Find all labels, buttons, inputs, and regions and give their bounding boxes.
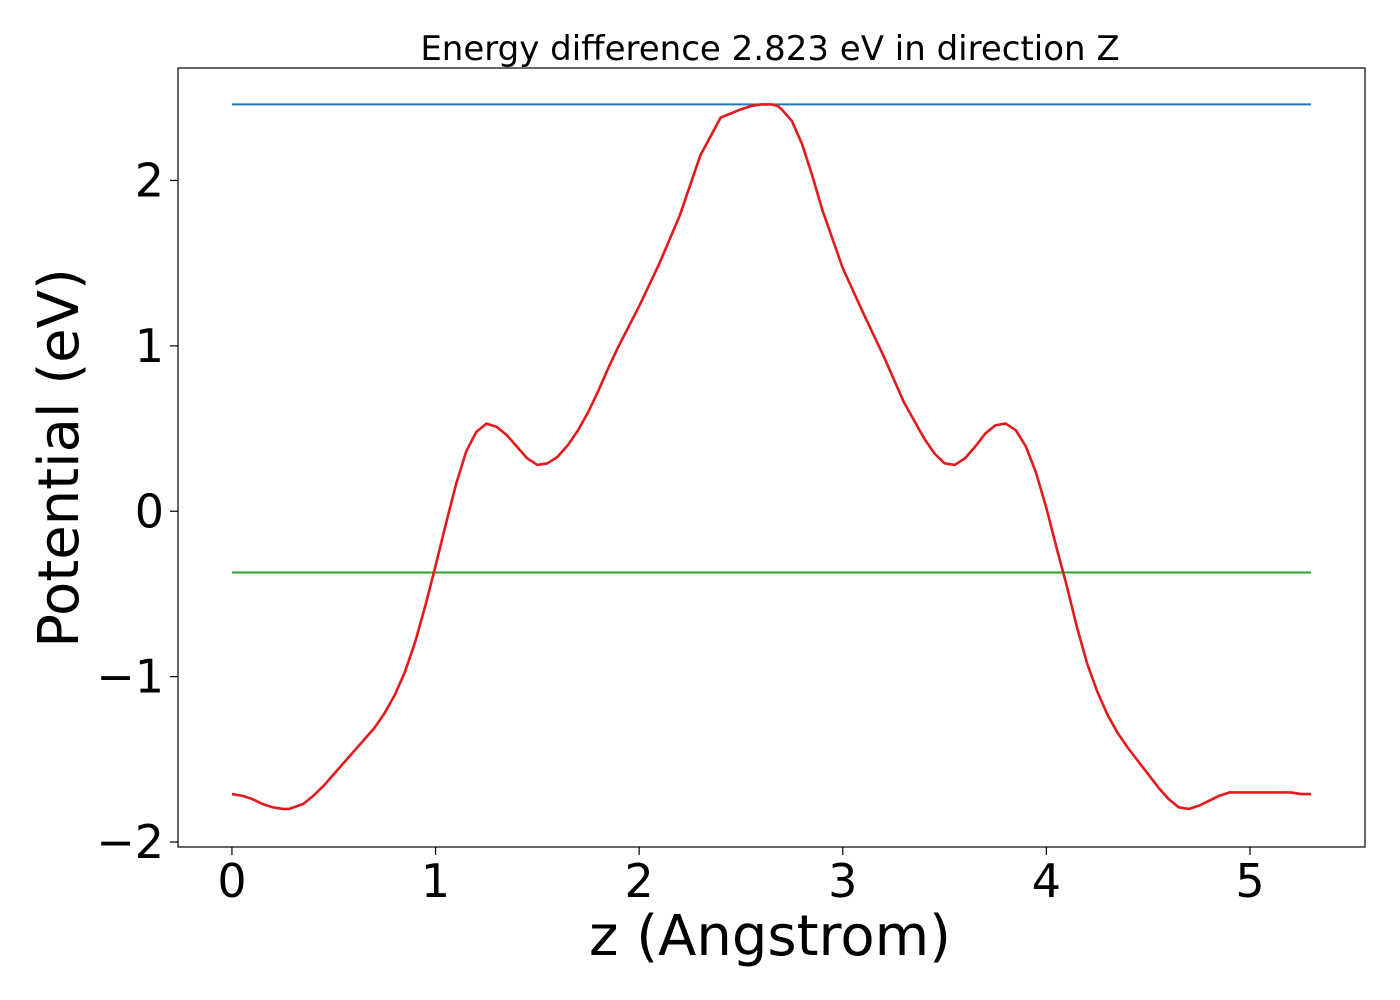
series-line-potential — [231, 103, 1312, 811]
y-axis-ticks: −2 −1 0 1 2 — [96, 153, 178, 869]
y-tick-label: −2 — [96, 815, 164, 869]
x-tick-label: 4 — [1032, 854, 1061, 908]
chart-title: Energy difference 2.823 eV in direction … — [420, 29, 1119, 69]
x-tick-label: 5 — [1235, 854, 1264, 908]
x-tick-label: 3 — [828, 854, 857, 908]
y-tick-label: 1 — [135, 319, 164, 373]
x-axis-ticks: 0 1 2 3 4 5 — [217, 847, 1265, 908]
y-axis-label: Potential (eV) — [27, 268, 92, 648]
plot-area-frame — [177, 67, 1366, 848]
x-tick-label: 2 — [625, 854, 654, 908]
x-tick-label: 0 — [217, 854, 246, 908]
y-tick-label: −1 — [96, 650, 164, 704]
x-tick-label: 1 — [421, 854, 450, 908]
x-axis-label: z (Angstrom) — [589, 904, 951, 969]
y-tick-label: 0 — [135, 484, 164, 538]
y-tick-label: 2 — [135, 153, 164, 207]
